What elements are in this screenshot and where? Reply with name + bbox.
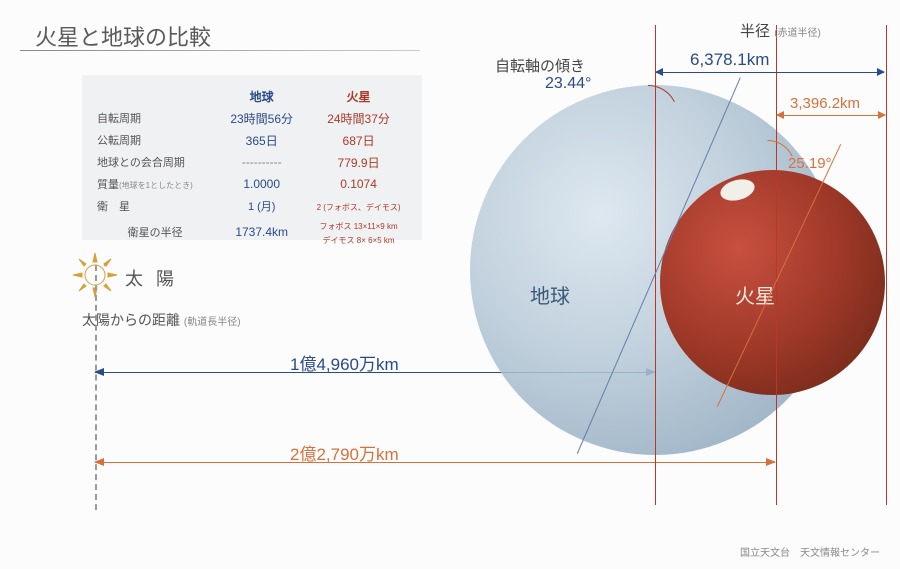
mars-center-line <box>776 25 777 505</box>
table-row: 衛星の半径 1737.4km フォボス 13×11×9 kmデイモス 8× 6×… <box>97 217 407 247</box>
credit-text: 国立天文台 天文情報センター <box>740 544 880 559</box>
col-header-mars: 火星 <box>310 88 407 105</box>
earth-tilt-value: 23.44° <box>545 75 591 93</box>
mars-edge-line <box>886 25 887 505</box>
mars-radius-arrow <box>777 115 885 116</box>
table-row: 公転周期 365日 687日 <box>97 129 407 151</box>
earth-distance-value: 1億4,960万km <box>290 350 399 375</box>
comparison-table: 地球 火星 自転周期 23時間56分 24時間37分 公転周期 365日 687… <box>82 75 422 240</box>
table-row: 地球との会合周期 ---------- 779.9日 <box>97 151 407 173</box>
col-header-earth: 地球 <box>213 88 310 105</box>
mars-tilt-value: 25.19° <box>788 155 832 172</box>
table-row: 質量(地球を1としたとき) 1.0000 0.1074 <box>97 173 407 195</box>
mars-distance-arrow <box>95 462 775 463</box>
page-title: 火星と地球の比較 <box>35 20 211 52</box>
mars-radius-value: 3,396.2km <box>790 95 860 112</box>
sun-label: 太 陽 <box>125 265 178 291</box>
mars-distance-value: 2億2,790万km <box>290 440 399 465</box>
radius-label: 半径 (赤道半径) <box>740 20 821 41</box>
earth-radius-arrow <box>656 72 884 73</box>
earth-radius-value: 6,378.1km <box>690 50 769 70</box>
table-row: 自転周期 23時間56分 24時間37分 <box>97 107 407 129</box>
title-underline <box>20 50 420 51</box>
earth-label: 地球 <box>530 280 570 309</box>
distance-label: 太陽からの距離 (軌道長半径) <box>82 310 241 330</box>
table-row: 衛 星 1 (月) 2 (フォボス、デイモス) <box>97 195 407 217</box>
tilt-label: 自転軸の傾き <box>495 55 585 76</box>
sun-axis-line <box>95 265 97 510</box>
